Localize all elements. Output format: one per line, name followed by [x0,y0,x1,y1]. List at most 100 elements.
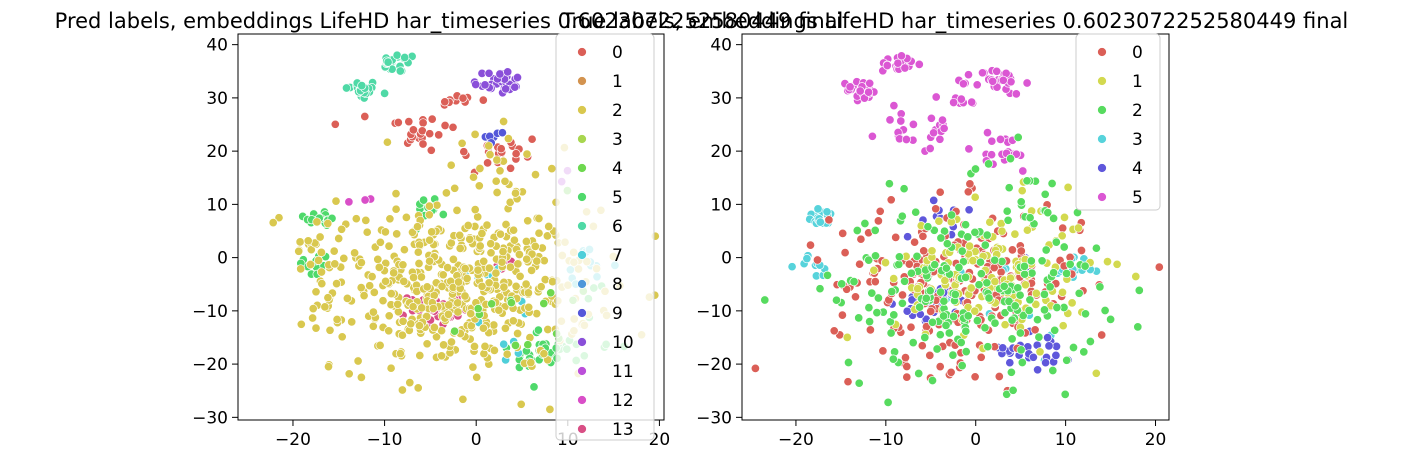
data-point [344,369,354,379]
y-tick-label: 30 [206,89,228,109]
data-point [1000,308,1010,318]
data-point [985,217,995,227]
data-point [496,144,506,154]
data-point [413,383,423,393]
data-point [311,287,321,297]
data-point [900,276,910,286]
data-point [361,215,371,225]
data-point [1039,305,1050,315]
data-point [408,302,418,312]
data-point [870,251,881,261]
data-point [894,259,904,269]
data-point [329,246,339,256]
data-point [1025,213,1035,223]
data-point [332,279,342,289]
data-point [360,195,370,205]
data-point [972,316,982,326]
data-point [1000,320,1010,330]
data-point [1006,77,1016,87]
data-point [391,204,401,214]
data-point [1007,334,1017,344]
data-point [1073,223,1083,233]
data-point [1074,288,1084,298]
data-point [925,350,935,360]
data-point [1058,223,1068,233]
data-point [399,245,409,255]
data-point [910,237,920,247]
data-point [1063,182,1073,192]
data-point [521,236,531,247]
data-point [849,277,859,287]
data-point [1133,322,1143,332]
data-point [446,337,457,347]
y-tick-label: 0 [217,249,228,269]
x-tick-label: 10 [1055,430,1077,450]
data-point [513,259,523,269]
data-point [901,134,911,145]
data-point [513,328,523,339]
data-point [380,227,390,237]
data-point [545,404,555,414]
data-point [1015,328,1025,338]
data-point [339,253,349,263]
data-point [1030,325,1040,335]
data-point [1076,245,1087,256]
data-point [532,256,542,266]
data-point [1062,268,1072,279]
data-point [331,196,341,206]
data-point [937,115,948,125]
data-point [484,68,494,78]
data-point [837,279,847,289]
data-point [401,212,411,222]
data-point [908,119,918,129]
data-point [495,229,506,239]
legend-label: 0 [612,43,623,63]
data-point [1004,183,1014,193]
data-point [822,207,832,217]
points-group [750,51,1164,407]
data-point [842,332,852,342]
data-point [478,323,488,333]
data-point [395,66,405,76]
data-point [975,257,986,267]
data-point [487,299,497,309]
data-point [422,282,432,292]
data-point [466,321,476,331]
data-point [840,248,850,258]
y-tick-label: −30 [192,408,228,428]
data-point [813,204,823,214]
data-point [381,276,391,286]
data-point [368,321,378,331]
data-point [391,189,401,199]
data-point [1041,245,1051,255]
data-point [378,296,388,306]
data-point [315,232,325,242]
data-point [539,298,549,309]
data-point [400,52,410,63]
data-point [1040,189,1050,199]
data-point [920,332,930,343]
data-point [958,79,968,89]
data-point [323,218,333,229]
data-point [935,330,945,340]
data-point [1106,314,1116,324]
data-point [1006,367,1016,377]
data-point [949,97,959,108]
data-point [966,283,976,293]
data-point [499,339,509,349]
data-point [1091,243,1101,253]
data-point [1100,305,1110,316]
data-point [527,134,537,144]
data-point [935,187,945,197]
data-point [1058,321,1068,331]
data-point [393,299,403,309]
data-point [316,267,327,277]
axes-frame [741,33,1170,421]
data-point [934,216,944,226]
x-tick-label: 20 [1145,430,1167,450]
data-point [1005,154,1016,164]
data-point [427,114,437,124]
data-point [829,326,839,336]
data-point [375,237,385,247]
